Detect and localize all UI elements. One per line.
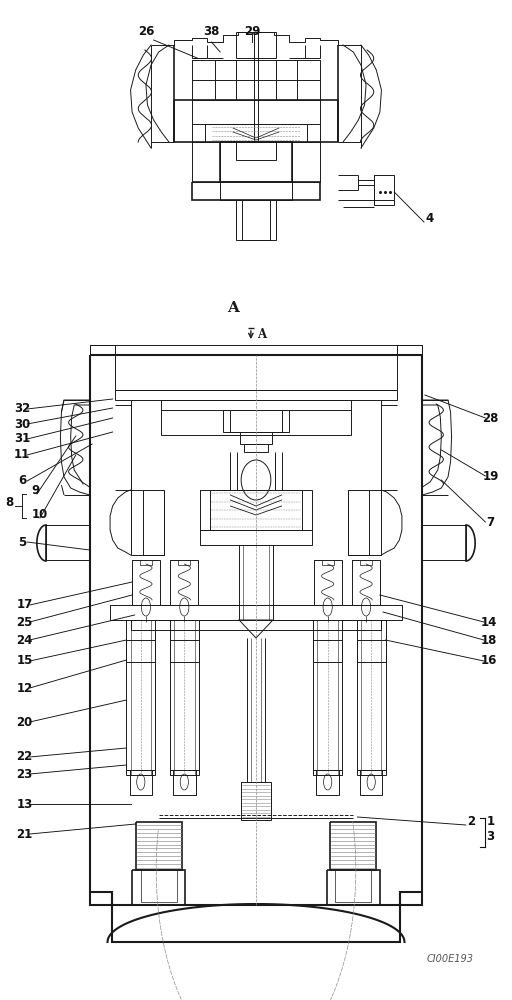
- Text: 28: 28: [482, 412, 499, 424]
- Text: A: A: [227, 301, 239, 315]
- Text: 38: 38: [203, 25, 220, 38]
- Text: 6: 6: [18, 475, 26, 488]
- Text: 1: 1: [486, 815, 495, 828]
- Text: 5: 5: [18, 536, 26, 548]
- Text: 18: 18: [481, 634, 497, 647]
- Text: 4: 4: [425, 212, 433, 225]
- Text: 2: 2: [467, 815, 475, 828]
- Text: 29: 29: [244, 25, 261, 38]
- Text: 17: 17: [16, 598, 33, 611]
- Text: 25: 25: [16, 615, 33, 629]
- Text: 15: 15: [16, 654, 33, 668]
- Text: 24: 24: [16, 634, 33, 647]
- Text: CI00E193: CI00E193: [427, 954, 474, 964]
- Text: 26: 26: [138, 25, 154, 38]
- Text: 9: 9: [32, 484, 40, 497]
- Text: 20: 20: [16, 716, 33, 728]
- Text: 8: 8: [5, 496, 13, 509]
- Text: 22: 22: [16, 750, 33, 764]
- Text: 31: 31: [14, 432, 30, 446]
- Text: 14: 14: [481, 615, 497, 629]
- Bar: [374, 175, 394, 205]
- Text: 11: 11: [14, 448, 30, 462]
- Text: 3: 3: [486, 830, 495, 843]
- Text: 32: 32: [14, 402, 30, 416]
- Text: 13: 13: [16, 798, 33, 810]
- Text: A: A: [258, 328, 267, 342]
- Text: 30: 30: [14, 418, 30, 430]
- Text: 12: 12: [16, 682, 33, 694]
- Text: 23: 23: [16, 768, 33, 780]
- Text: 16: 16: [481, 654, 497, 668]
- Text: 19: 19: [482, 470, 499, 483]
- Text: 10: 10: [32, 508, 48, 521]
- Text: 21: 21: [16, 828, 33, 840]
- Text: 7: 7: [486, 516, 495, 528]
